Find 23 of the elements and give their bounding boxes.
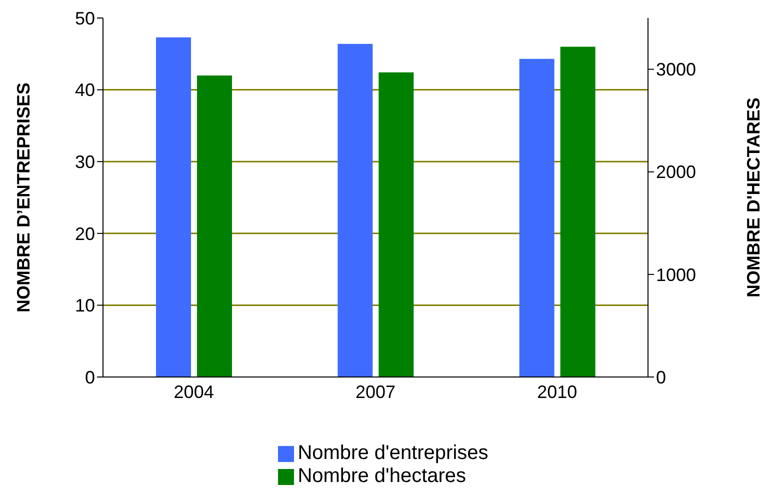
bar <box>560 46 596 377</box>
y2-tick-label: 3000 <box>656 60 696 80</box>
y-axis-title: NOMBRE D’ENTREPRISES <box>13 82 34 313</box>
x-tick-label: 2010 <box>537 382 578 402</box>
y2-tick-label: 0 <box>656 367 666 388</box>
x-tick-label: 2007 <box>355 382 396 402</box>
bar <box>378 72 414 377</box>
y-tick-label: 20 <box>74 224 95 244</box>
y-tick-label: 0 <box>84 367 95 388</box>
y-tick-label: 10 <box>74 296 95 316</box>
y2-tick-label: 2000 <box>656 162 696 182</box>
bar <box>197 75 232 377</box>
y-tick-label: 40 <box>74 80 95 100</box>
y-tick-label: 50 <box>74 8 95 28</box>
x-tick-label: 2004 <box>174 382 214 402</box>
y2-axis-title: NOMBRE D'HECTARES <box>743 98 764 298</box>
legend-label: Nombre d'entreprises <box>298 442 488 464</box>
bar <box>156 37 191 377</box>
legend-label: Nombre d'hectares <box>298 465 466 487</box>
bar <box>338 44 373 377</box>
y2-tick-label: 1000 <box>656 264 696 285</box>
y-tick-label: 30 <box>74 152 95 172</box>
bar <box>519 58 554 377</box>
